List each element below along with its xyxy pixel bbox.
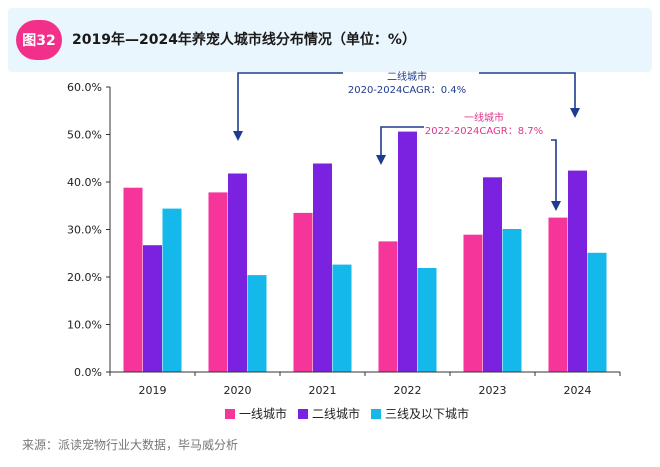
annotation-tier2-line2: 2020-2024CAGR：0.4%: [348, 85, 466, 96]
bar-2021-series-2: [332, 264, 352, 372]
annotation-tier1-arrow-right: [551, 139, 557, 202]
bar-2020-series-0: [208, 192, 228, 372]
chart-title: 2019年—2024年养宠人城市线分布情况（单位：%）: [72, 32, 416, 48]
annotation-tier1-line1: 一线城市: [464, 111, 504, 124]
bar-2021-series-0: [293, 212, 313, 372]
annotation-tier2-cagr: 二线城市 2020-2024CAGR：0.4%: [233, 70, 580, 141]
y-tick-label: 10.0%: [67, 319, 102, 332]
bar-2024-series-2: [587, 252, 607, 372]
bar-2019-series-2: [162, 208, 182, 372]
source-note: 来源：派读宠物行业大数据，毕马威分析: [22, 438, 239, 452]
figure-badge: 图32: [16, 20, 62, 60]
bar-2023-series-1: [483, 177, 502, 373]
x-tick-label: 2019: [139, 384, 167, 397]
x-tick-label: 2024: [564, 384, 592, 397]
y-tick-label: 30.0%: [67, 224, 102, 237]
y-tick-label: 50.0%: [67, 129, 102, 142]
annotation-tier1-arrow-left: [380, 126, 424, 156]
bar-2023-series-2: [502, 229, 522, 372]
legend-swatch-tier1: [225, 409, 235, 419]
annotation-tier1-line2: 2022-2024CAGR：8.7%: [425, 126, 543, 137]
y-tick-label: 40.0%: [67, 176, 102, 189]
annotation-tier2-arrow-right: [479, 72, 576, 109]
legend-label-tier1: 一线城市: [239, 406, 287, 421]
bar-2022-series-2: [417, 268, 437, 372]
bar-2022-series-1: [398, 131, 417, 372]
x-tick-label: 2021: [309, 384, 337, 397]
annotation-tier1-cagr: 一线城市 2022-2024CAGR：8.7%: [376, 111, 561, 211]
y-tick-label: 60.0%: [67, 81, 102, 94]
bar-2024-series-0: [548, 217, 568, 372]
bars-group: [123, 131, 607, 373]
bar-2024-series-1: [568, 170, 587, 372]
bar-2023-series-0: [463, 234, 483, 372]
y-tick-label: 20.0%: [67, 271, 102, 284]
legend-swatch-tier2: [298, 409, 308, 419]
title-banner: [8, 8, 652, 72]
y-tick-label: 0.0%: [74, 366, 102, 379]
annotation-tier2-arrowhead-right: [570, 108, 580, 118]
annotation-tier1-arrowhead-right: [551, 201, 561, 211]
x-tick-label: 2020: [224, 384, 252, 397]
x-tick-label: 2022: [394, 384, 422, 397]
bar-2020-series-1: [228, 173, 247, 372]
annotation-tier1-arrowhead-left: [376, 155, 386, 165]
bar-2019-series-0: [123, 187, 143, 372]
annotation-tier2-arrowhead-left: [233, 131, 243, 141]
bar-2022-series-0: [378, 241, 398, 372]
x-axis: 2019 2020 2021 2022 2023 2024: [109, 371, 621, 397]
legend-swatch-tier3: [371, 409, 381, 419]
bar-2019-series-1: [143, 245, 162, 372]
x-tick-label: 2023: [479, 384, 507, 397]
y-axis: 0.0% 10.0% 20.0% 30.0% 40.0% 50.0% 60.0%: [67, 81, 111, 379]
bar-2020-series-2: [247, 275, 267, 372]
annotation-tier2-arrow-left: [237, 72, 343, 132]
annotation-tier2-line1: 二线城市: [387, 70, 427, 83]
bar-2021-series-1: [313, 163, 332, 372]
legend-label-tier2: 二线城市: [312, 406, 360, 421]
legend: 一线城市 二线城市 三线及以下城市: [225, 406, 469, 421]
legend-label-tier3: 三线及以下城市: [385, 406, 469, 421]
